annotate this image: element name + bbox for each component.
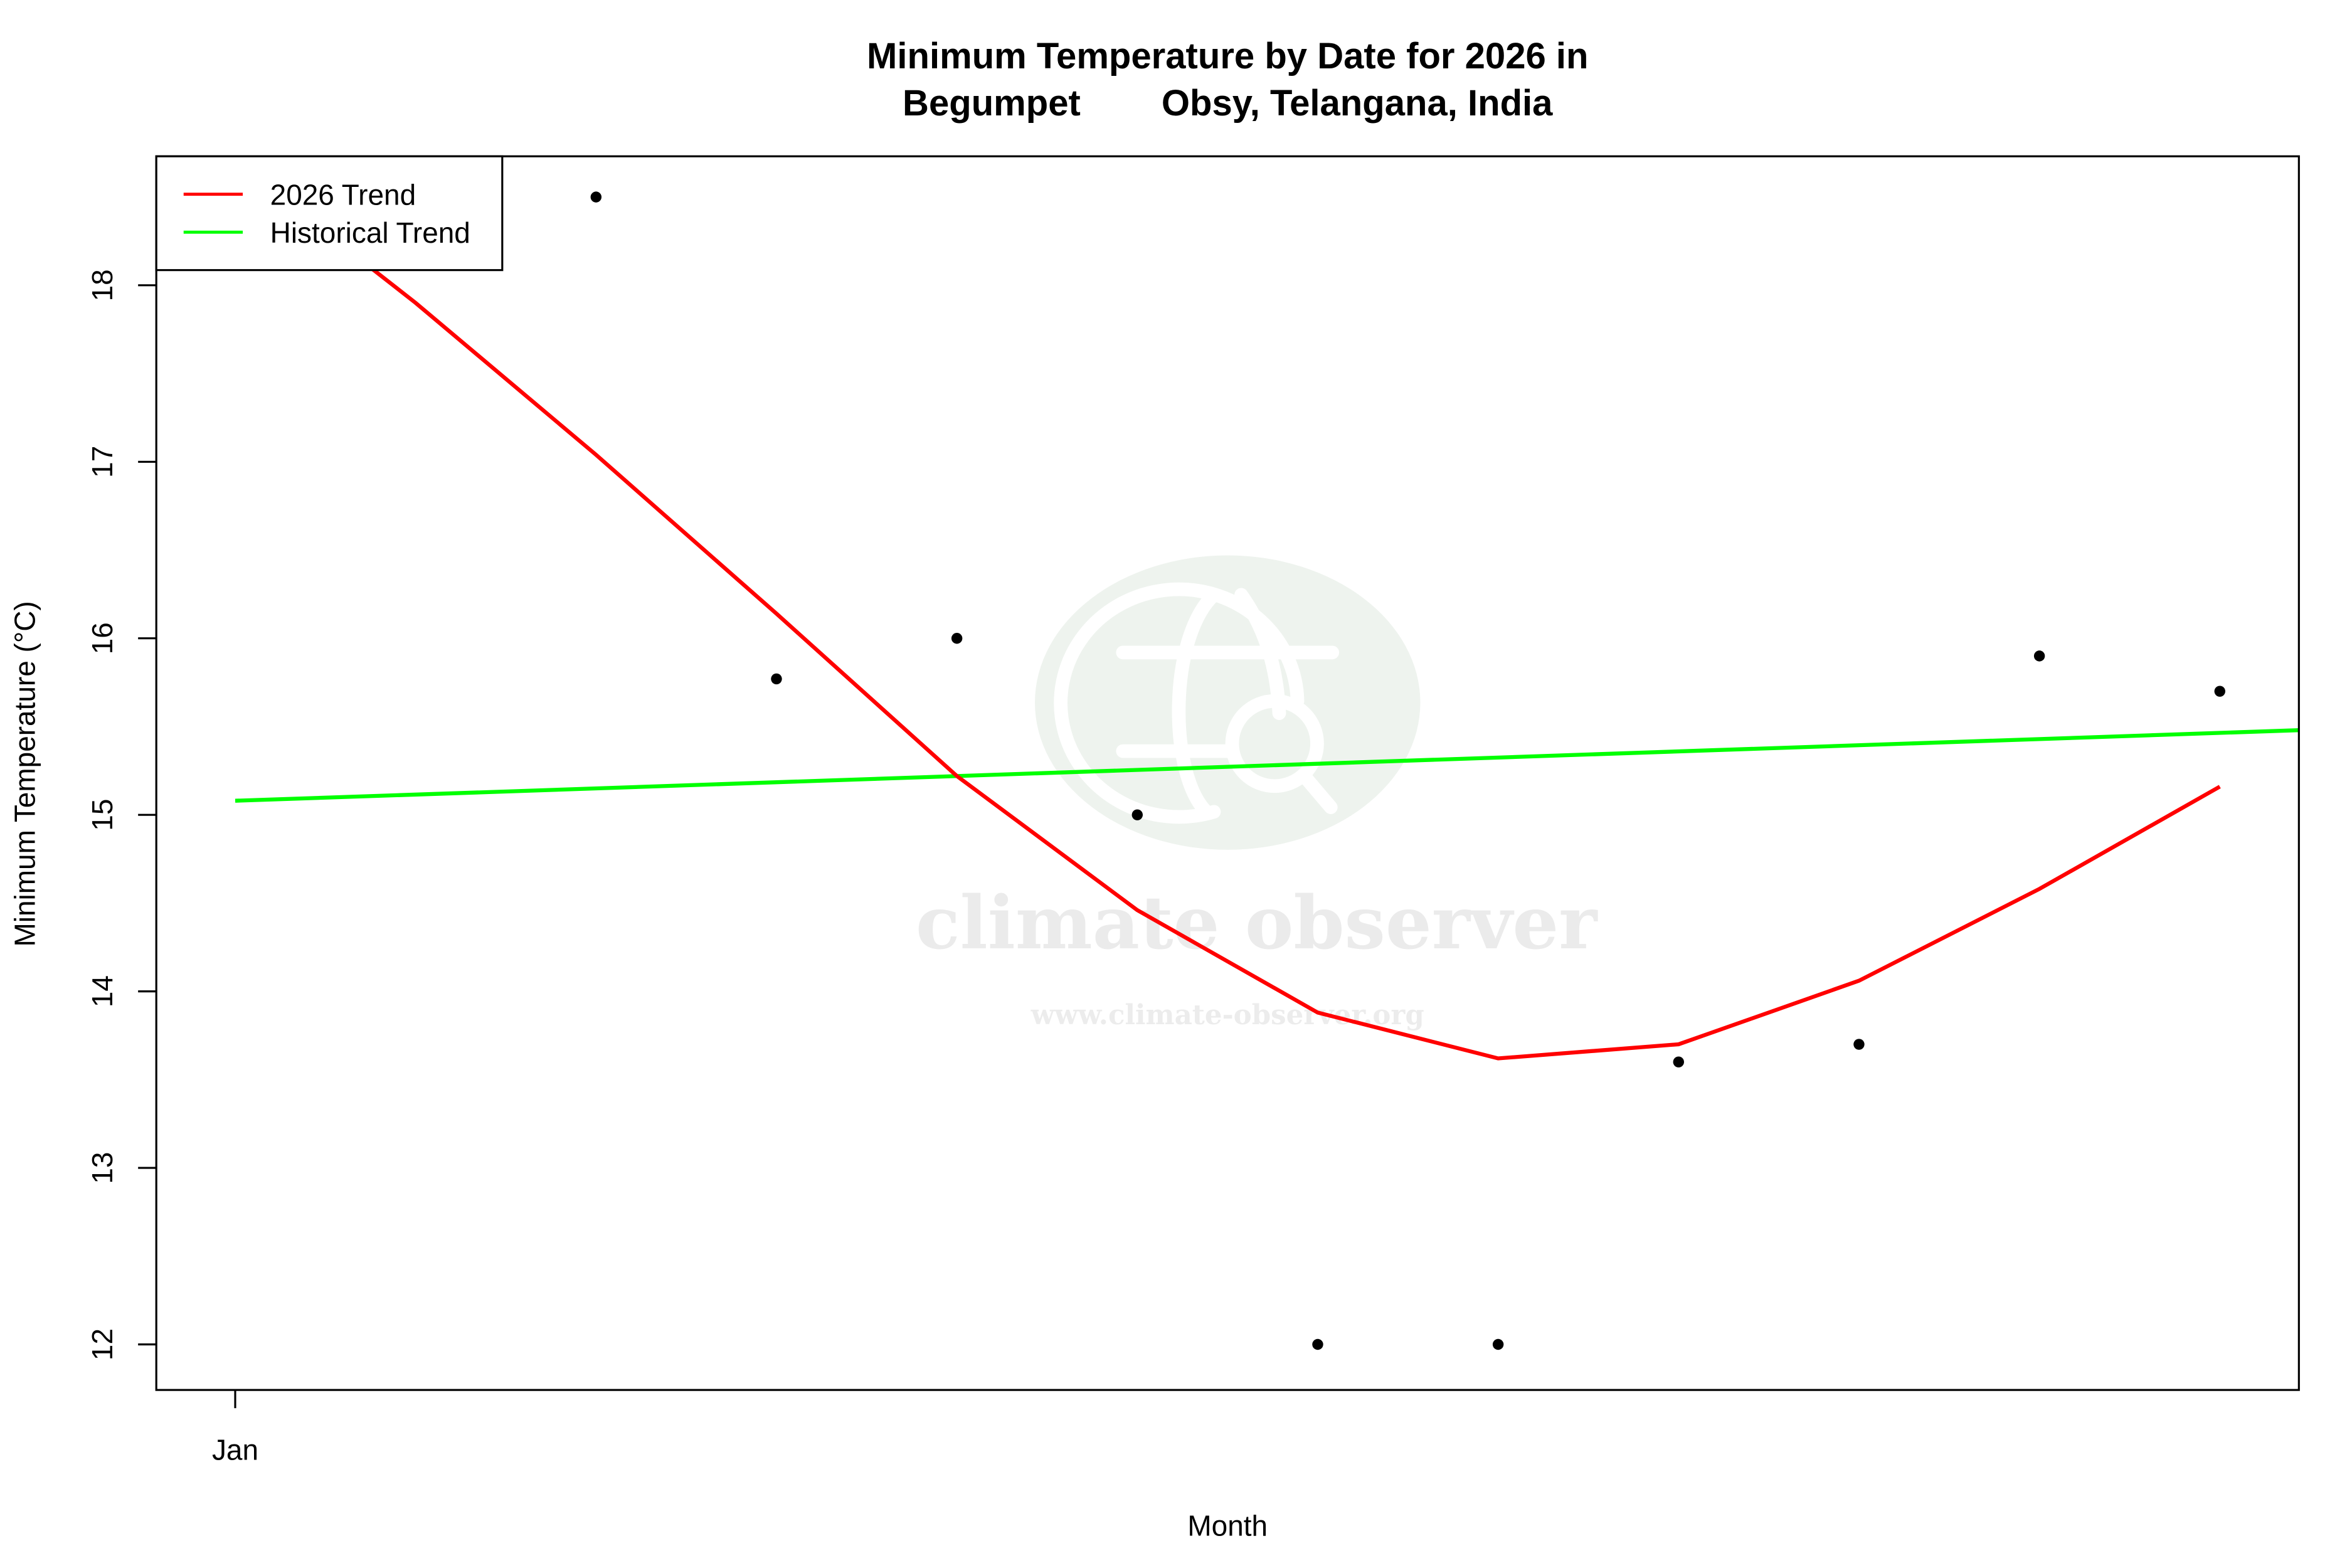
x-axis: Jan [212, 1390, 258, 1466]
y-axis-label: Minimum Temperature (°C) [9, 601, 41, 946]
data-point [1312, 1338, 1323, 1350]
y-tick-label: 13 [86, 1152, 119, 1184]
y-tick-label: 12 [86, 1328, 119, 1360]
data-point [2214, 686, 2225, 697]
y-tick-label: 17 [86, 446, 119, 478]
y-tick-label: 16 [86, 622, 119, 654]
x-axis-label: Month [1187, 1509, 1268, 1542]
observation-points [590, 191, 2225, 1350]
data-point [2033, 650, 2045, 662]
trend-2026-line [234, 160, 2221, 1061]
data-point [1131, 809, 1143, 820]
chart-title: Minimum Temperature by Date for 2026 in [867, 36, 1588, 77]
watermark-globe-icon [1035, 555, 1421, 850]
data-point [1673, 1056, 1684, 1067]
x-tick-label: Jan [212, 1433, 258, 1466]
chart-subtitle: Begumpet Obsy, Telangana, India [903, 83, 1553, 124]
data-point [771, 673, 782, 685]
data-point [1853, 1039, 1865, 1050]
y-tick-label: 14 [86, 975, 119, 1007]
y-tick-label: 15 [86, 799, 119, 831]
legend-label-historical: Historical Trend [270, 216, 470, 249]
data-point [1492, 1338, 1504, 1350]
y-tick-label: 18 [86, 269, 119, 301]
data-point [951, 633, 963, 644]
plot-frame [155, 155, 2300, 1391]
watermark-text: climate observer [916, 881, 1598, 966]
legend-label-2026: 2026 Trend [270, 179, 416, 211]
watermark: climate observer www.climate-observer.or… [916, 555, 1598, 1031]
y-axis: 12 13 14 15 16 17 18 [86, 269, 157, 1360]
historical-trend-line [235, 728, 2299, 803]
watermark-url: www.climate-observer.org [1030, 999, 1424, 1031]
legend: 2026 Trend Historical Trend [155, 155, 504, 272]
data-point [590, 191, 602, 203]
